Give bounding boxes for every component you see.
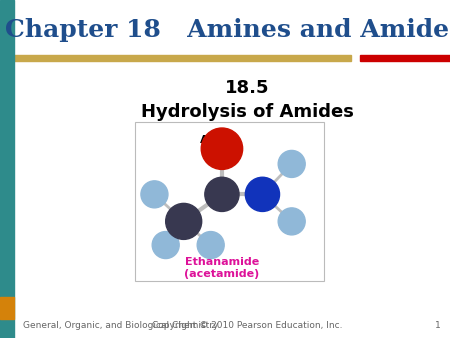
Ellipse shape	[141, 181, 168, 208]
Ellipse shape	[152, 232, 179, 259]
Bar	[360, 55, 450, 61]
Text: 1: 1	[435, 321, 441, 330]
Text: 18.5: 18.5	[225, 79, 270, 97]
Ellipse shape	[245, 177, 279, 212]
Text: (acetamide): (acetamide)	[184, 269, 260, 280]
Text: General, Organic, and Biological Chemistry: General, Organic, and Biological Chemist…	[23, 321, 219, 330]
Bar	[135, 122, 324, 281]
Text: Ethanamide: Ethanamide	[185, 257, 259, 267]
Bar	[0, 297, 14, 319]
Ellipse shape	[201, 128, 243, 169]
Ellipse shape	[166, 203, 202, 239]
Ellipse shape	[278, 208, 305, 235]
Ellipse shape	[278, 150, 305, 177]
Bar	[0, 0, 14, 338]
Text: Copyright © 2010 Pearson Education, Inc.: Copyright © 2010 Pearson Education, Inc.	[152, 321, 343, 330]
Text: Chapter 18   Amines and Amides: Chapter 18 Amines and Amides	[5, 18, 450, 43]
Bar	[14, 55, 351, 61]
Text: Hydrolysis of Amides: Hydrolysis of Amides	[141, 102, 354, 121]
Ellipse shape	[205, 177, 239, 212]
Ellipse shape	[197, 232, 224, 259]
Text: Amide: Amide	[200, 135, 240, 145]
